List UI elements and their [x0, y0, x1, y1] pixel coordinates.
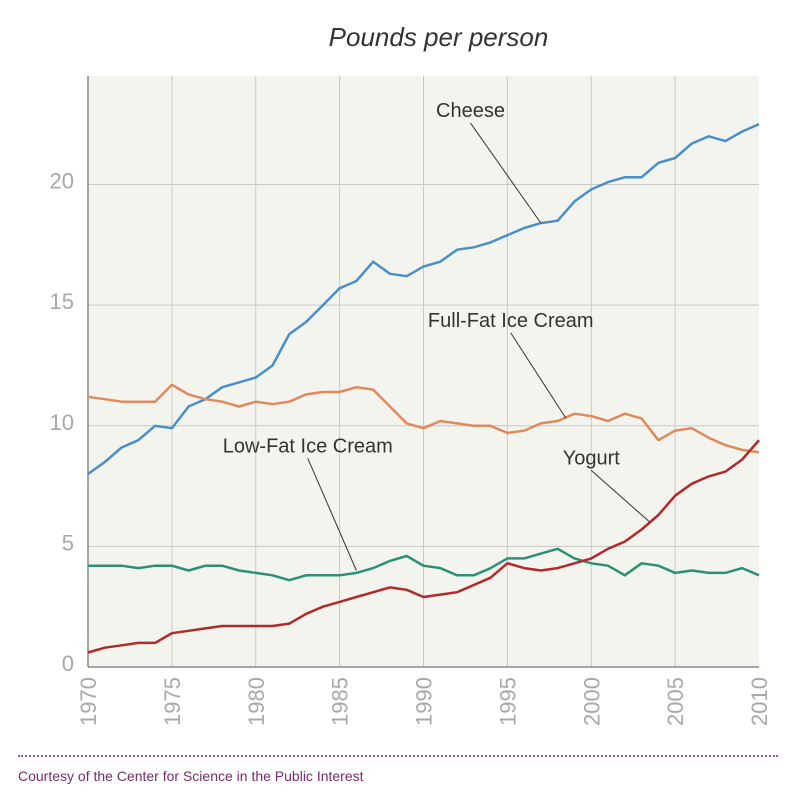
annotation-leader — [590, 469, 651, 523]
footer-divider — [18, 755, 778, 757]
series-label: Full-Fat Ice Cream — [428, 310, 594, 332]
y-tick-label: 15 — [50, 289, 74, 314]
series-line-low-fat-ice-cream — [88, 547, 760, 582]
series-line-cheese — [87, 123, 760, 476]
y-tick-label: 20 — [50, 169, 74, 194]
series-label: Yogurt — [563, 447, 621, 469]
x-tick-label: 1985 — [328, 677, 353, 726]
credit-text: Courtesy of the Center for Science in th… — [18, 768, 364, 784]
x-tick-label: 2000 — [579, 677, 604, 726]
x-tick-label: 1975 — [160, 677, 185, 726]
annotation-leader — [470, 122, 542, 224]
annotation-leader — [510, 332, 567, 419]
x-tick-label: 1970 — [76, 677, 101, 726]
y-tick-label: 5 — [62, 530, 74, 555]
series-label: Low-Fat Ice Cream — [223, 435, 393, 457]
series-line-yogurt — [87, 439, 760, 654]
chart-title: Pounds per person — [329, 22, 549, 52]
series-line-full-fat-ice-cream — [87, 383, 760, 454]
line-chart: 0 5 10 15 20 1970 1975 1980 1985 1990 1995 2000 2005… — [50, 22, 772, 726]
y-tick-label: 10 — [50, 410, 74, 435]
x-tick-label: 2005 — [663, 677, 688, 726]
x-tick-label: 2010 — [747, 677, 772, 726]
y-tick-label: 0 — [62, 651, 74, 676]
x-tick-label: 1980 — [244, 677, 269, 726]
annotation-leader — [307, 458, 357, 571]
series-label: Cheese — [436, 100, 505, 122]
x-tick-label: 1990 — [412, 677, 437, 726]
x-tick-label: 1995 — [495, 677, 520, 726]
